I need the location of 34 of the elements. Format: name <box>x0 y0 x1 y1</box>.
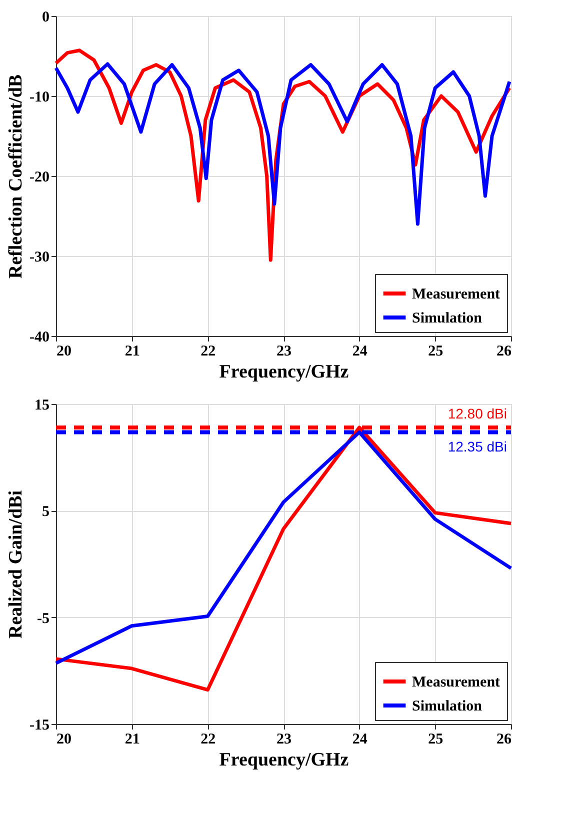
x-tick-label: 20 <box>56 732 72 748</box>
y-tick-label: 5 <box>42 504 50 520</box>
x-tick-label: 26 <box>496 732 512 748</box>
x-tick-label: 26 <box>496 344 512 360</box>
y-tick-label: 15 <box>34 398 50 414</box>
x-tick-label: 25 <box>428 732 444 748</box>
x-tick-label: 24 <box>352 732 368 748</box>
y-axis-title: Reflection Coefficient/dB <box>6 74 27 279</box>
line-series <box>54 62 512 226</box>
legend-label: Measurement <box>412 674 500 690</box>
legend-label: Simulation <box>412 310 483 326</box>
ref-line-label: 12.35 dBi <box>448 438 507 454</box>
ref-line-label: 12.80 dBi <box>448 405 507 422</box>
x-tick-label: 23 <box>276 732 292 748</box>
x-tick-label: 22 <box>200 732 216 748</box>
y-tick-label: -5 <box>37 610 50 627</box>
y-tick-label: 0 <box>42 10 50 26</box>
x-tick-label: 21 <box>124 344 140 360</box>
y-tick-label: -15 <box>30 718 50 734</box>
y-tick-label: -20 <box>30 170 50 186</box>
x-tick-label: 22 <box>200 344 216 360</box>
y-tick-label: -30 <box>30 250 50 266</box>
x-tick-label: 25 <box>428 344 444 360</box>
y-axis-title: Realized Gain/dBi <box>6 490 27 639</box>
x-tick-label: 23 <box>276 344 292 360</box>
x-tick-label: 21 <box>124 732 140 748</box>
y-tick-label: -10 <box>30 90 50 106</box>
legend-label: Measurement <box>412 286 500 302</box>
x-axis-title: Frequency/GHz <box>219 750 350 770</box>
y-tick-label: -40 <box>30 330 50 346</box>
legend-label: Simulation <box>412 698 483 714</box>
x-axis-title: Frequency/GHz <box>219 362 350 382</box>
x-tick-label: 20 <box>56 344 72 360</box>
x-tick-label: 24 <box>352 344 368 360</box>
